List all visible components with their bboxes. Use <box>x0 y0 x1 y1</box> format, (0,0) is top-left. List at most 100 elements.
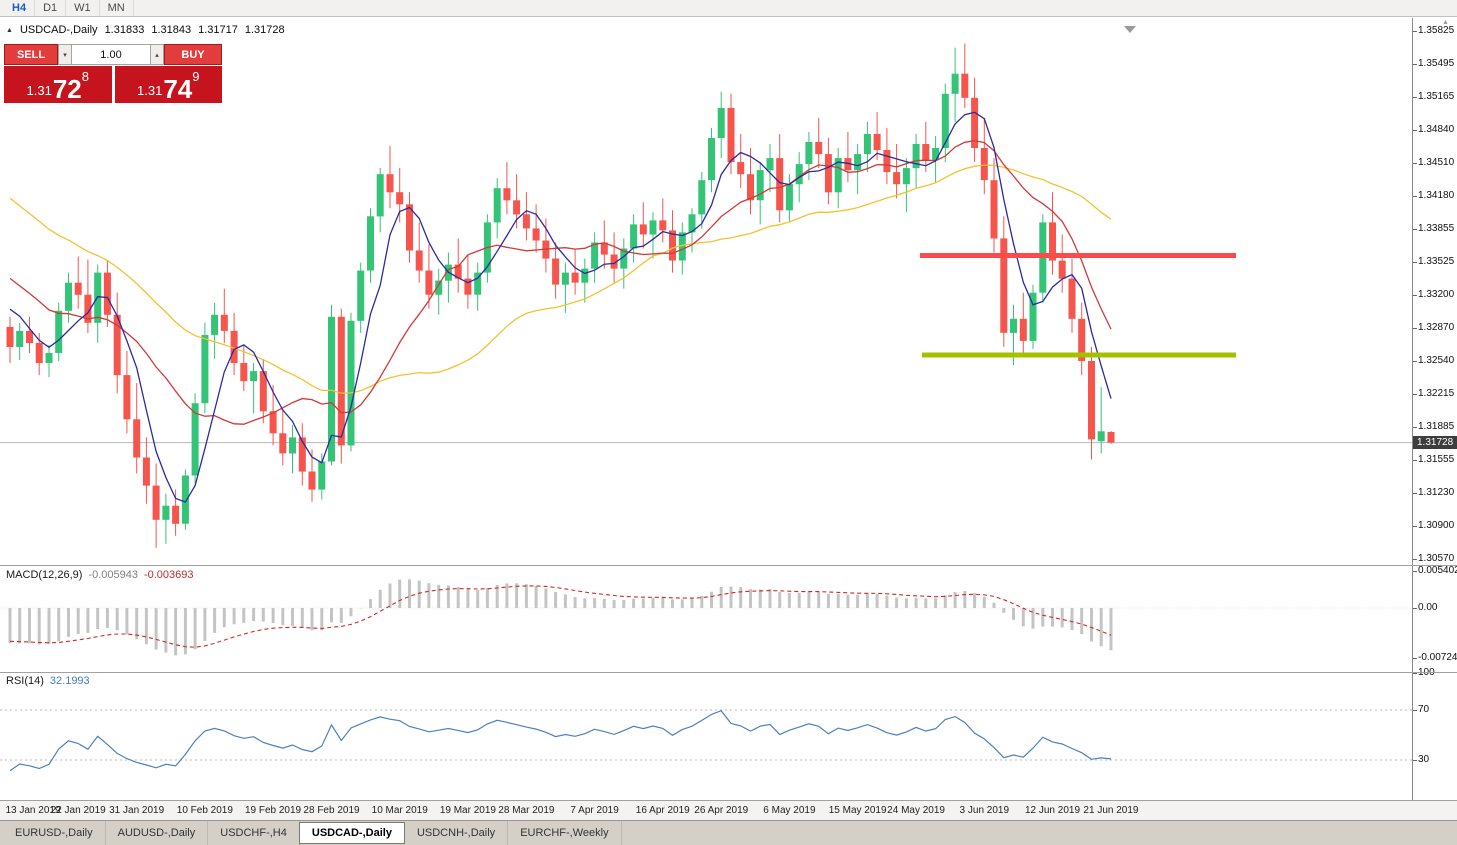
chart-tab-eurusd-daily[interactable]: EURUSD-,Daily <box>3 821 106 845</box>
price-axis-label: 1.32215 <box>1418 387 1455 399</box>
date-axis-label: 24 May 2019 <box>887 805 945 816</box>
price-axis-label: 1.34510 <box>1418 157 1455 169</box>
axis-tick <box>1413 327 1417 329</box>
axis-tick <box>1413 760 1417 761</box>
rsi-name: RSI(14) <box>6 675 44 687</box>
axis-tick <box>1413 558 1417 560</box>
date-axis-label: 19 Feb 2019 <box>244 805 302 816</box>
axis-tick <box>1413 657 1417 659</box>
date-axis-label: 12 Jun 2019 <box>1024 805 1081 816</box>
date-axis-label: 7 Apr 2019 <box>570 805 619 816</box>
macd-axis-label: -0.007245 <box>1418 651 1457 663</box>
chart-tab-bar: EURUSD-,Daily AUDUSD-,Daily USDCHF-,H4 USDC… <box>0 820 1457 845</box>
axis-tick <box>1413 361 1417 362</box>
price-axis-label: 1.33855 <box>1418 222 1455 234</box>
date-axis-label: 6 May 2019 <box>763 805 816 816</box>
period-button-h4[interactable]: H4 <box>4 0 36 16</box>
period-button-mn[interactable]: MN <box>100 0 134 16</box>
buy-button[interactable]: BUY <box>164 44 222 65</box>
buy-price-pips: 74 <box>163 74 193 104</box>
buy-price-pipette: 9 <box>192 69 200 84</box>
rsi-axis-label: 70 <box>1418 704 1430 715</box>
axis-tick <box>1413 608 1417 609</box>
price-axis-label: 1.35495 <box>1418 58 1455 70</box>
rsi-indicator-label: RSI(14) 32.1993 <box>6 675 90 687</box>
date-axis-label: 28 Mar 2019 <box>498 805 555 816</box>
macd-rsi-splitter[interactable] <box>0 672 1457 673</box>
price-axis-label: 1.34840 <box>1418 123 1455 135</box>
scroll-up-icon[interactable]: ▲ <box>1442 19 1449 26</box>
axis-tick <box>1413 294 1417 296</box>
volume-increase-button[interactable]: ▴ <box>150 44 164 65</box>
axis-tick <box>1413 163 1417 165</box>
price-axis-label: 1.32540 <box>1418 355 1455 366</box>
price-axis-label: 1.31555 <box>1418 453 1455 465</box>
axis-tick <box>1413 262 1417 264</box>
one-click-trading-panel: SELL ▾ 1.00 ▴ BUY 1.31 72 8 1.31 74 9 <box>4 44 222 103</box>
price-axis-label: 1.35825 <box>1418 25 1455 36</box>
date-axis-label: 21 Jun 2019 <box>1083 805 1139 816</box>
chevron-down-icon: ▾ <box>63 51 67 59</box>
date-axis-label: 3 Jun 2019 <box>959 805 1010 816</box>
chart-tab-audusd-daily[interactable]: AUDUSD-,Daily <box>106 821 209 845</box>
one-click-toggle-icon[interactable]: ▲ <box>6 26 13 34</box>
price-axis-label: 1.30570 <box>1418 552 1455 564</box>
main-macd-splitter[interactable] <box>0 565 1457 566</box>
sell-button[interactable]: SELL <box>4 44 58 65</box>
time-axis[interactable]: 13 Jan 2019 22 Jan 2019 31 Jan 2019 10 Feb … <box>0 800 1457 820</box>
date-axis-label: 31 Jan 2019 <box>109 805 165 816</box>
rsi-axis-label: 30 <box>1418 754 1430 765</box>
axis-tick <box>1413 196 1417 198</box>
buy-price-display[interactable]: 1.31 74 9 <box>114 66 222 104</box>
macd-main-value: -0.005943 <box>88 569 138 581</box>
axis-tick <box>1413 525 1417 527</box>
period-button-w1[interactable]: W1 <box>66 0 100 16</box>
price-axis-label: 1.31885 <box>1418 420 1455 432</box>
date-axis-label: 28 Feb 2019 <box>303 805 360 816</box>
price-axis-label: 1.30900 <box>1418 519 1455 531</box>
sell-price-prefix: 1.31 <box>26 83 52 98</box>
axis-tick <box>1413 426 1417 428</box>
axis-tick <box>1413 710 1417 711</box>
date-axis-label: 16 Apr 2019 <box>635 805 690 816</box>
date-axis-label: 13 Jan 2019 <box>5 805 61 816</box>
rsi-value: 32.1993 <box>49 675 90 687</box>
chart-tab-usdchf-h4[interactable]: USDCHF-,H4 <box>208 821 300 845</box>
open-value: 1.31833 <box>104 24 145 36</box>
low-value: 1.31717 <box>198 24 238 36</box>
price-axis[interactable]: 1.35825 1.35495 1.35165 1.34840 1.34510 1.341… <box>1412 18 1457 800</box>
axis-tick <box>1413 228 1417 230</box>
axis-tick <box>1413 97 1417 99</box>
axis-tick <box>1413 672 1417 674</box>
close-value: 1.31728 <box>244 24 285 36</box>
chevron-up-icon: ▴ <box>155 51 159 59</box>
period-button-d1[interactable]: D1 <box>35 0 67 16</box>
chart-tab-usdcnh-daily[interactable]: USDCNH-,Daily <box>405 821 509 845</box>
sell-price-display[interactable]: 1.31 72 8 <box>4 66 112 103</box>
sell-price-pipette: 8 <box>81 69 89 84</box>
price-axis-label: 1.34180 <box>1418 190 1455 202</box>
axis-tick <box>1413 64 1417 66</box>
price-axis-label: 1.33525 <box>1418 256 1455 268</box>
chart-tab-eurchf-weekly[interactable]: EURCHF-,Weekly <box>508 821 622 845</box>
volume-input[interactable]: 1.00 <box>72 44 150 65</box>
volume-decrease-button[interactable]: ▾ <box>58 44 72 65</box>
axis-tick <box>1413 393 1417 395</box>
axis-tick <box>1413 570 1417 572</box>
macd-indicator-label: MACD(12,26,9) -0.005943 -0.003693 <box>6 569 194 581</box>
date-axis-label: 26 Apr 2019 <box>694 805 749 816</box>
price-axis-label: 1.31230 <box>1418 486 1455 498</box>
buy-price-prefix: 1.31 <box>137 83 163 98</box>
price-axis-label: 1.33200 <box>1418 288 1455 300</box>
chart-tab-usdcad-daily[interactable]: USDCAD-,Daily <box>298 822 405 844</box>
axis-tick <box>1413 31 1417 32</box>
chart-ohlc-header: ▲ USDCAD-,Daily 1.31833 1.31843 1.31717 … <box>6 24 285 36</box>
sell-price-pips: 72 <box>52 74 82 104</box>
date-axis-label: 22 Jan 2019 <box>50 805 106 816</box>
date-axis-label: 10 Feb 2019 <box>176 805 233 816</box>
price-axis-label: 1.35165 <box>1418 91 1455 103</box>
date-axis-label: 15 May 2019 <box>828 805 887 816</box>
macd-name: MACD(12,26,9) <box>6 569 83 581</box>
